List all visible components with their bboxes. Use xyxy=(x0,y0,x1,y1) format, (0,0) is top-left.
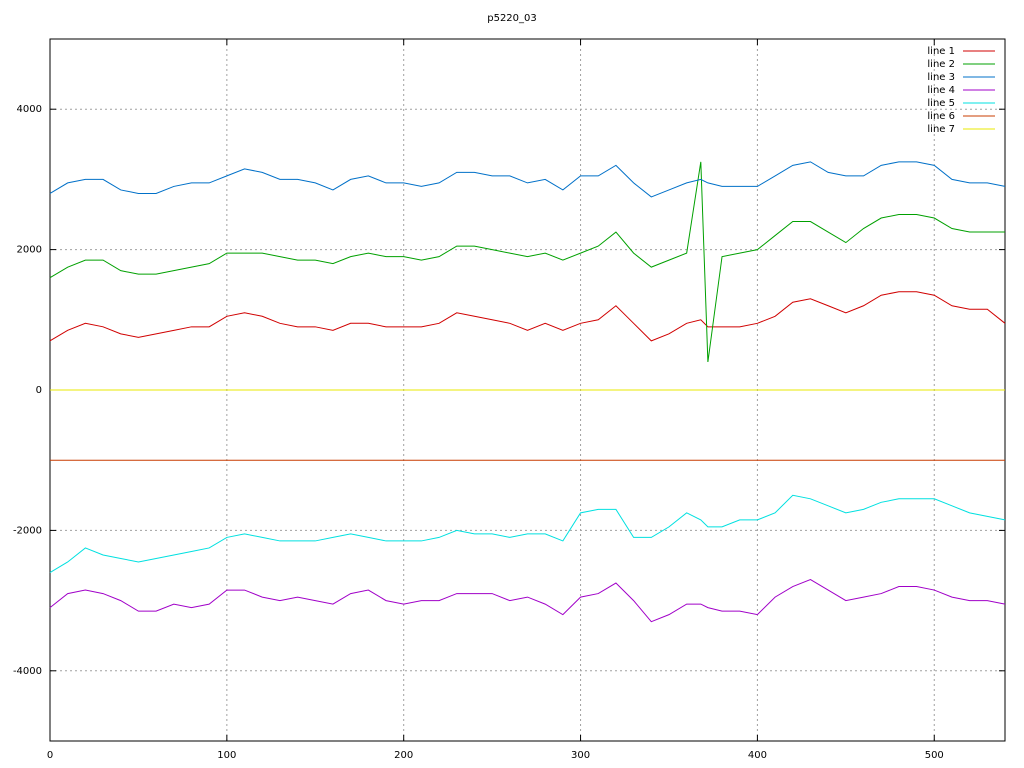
y-tick-label: 0 xyxy=(36,385,42,396)
x-tick-label: 300 xyxy=(571,750,590,761)
legend-label: line 6 xyxy=(927,111,955,122)
legend-label: line 3 xyxy=(927,72,955,83)
y-tick-label: 4000 xyxy=(17,104,42,115)
x-tick-label: 100 xyxy=(217,750,236,761)
series-line xyxy=(49,161,1006,198)
legend-label: line 1 xyxy=(927,46,955,57)
x-tick-label: 400 xyxy=(748,750,767,761)
series-line xyxy=(49,291,1006,342)
y-tick-label: -4000 xyxy=(13,666,42,677)
chart-title: p5220_03 xyxy=(487,13,537,24)
x-tick-label: 500 xyxy=(925,750,944,761)
y-tick-label: -2000 xyxy=(13,525,42,536)
series-line xyxy=(49,494,1006,573)
x-tick-label: 200 xyxy=(394,750,413,761)
legend-label: line 4 xyxy=(927,85,955,96)
legend-label: line 5 xyxy=(927,98,955,109)
y-tick-label: 2000 xyxy=(17,245,42,256)
legend-label: line 7 xyxy=(927,124,955,135)
series-line xyxy=(49,578,1006,623)
series-line xyxy=(49,161,1005,362)
x-tick-label: 0 xyxy=(47,750,53,761)
legend-label: line 2 xyxy=(927,59,955,70)
